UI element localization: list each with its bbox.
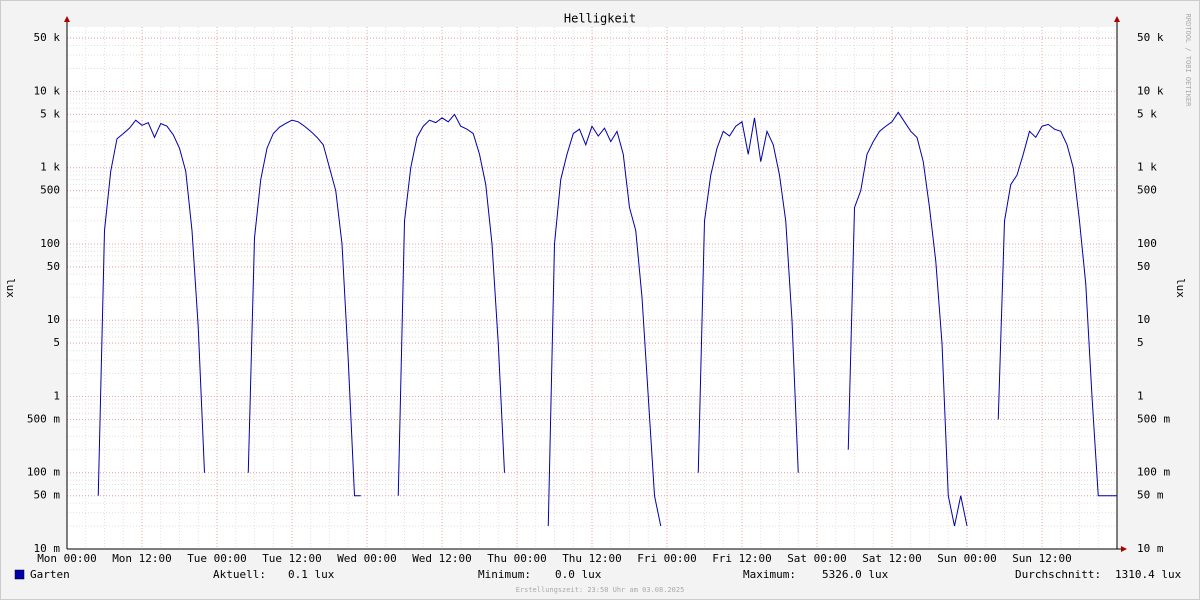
y-tick-label: 5 k [40,107,60,120]
y2-tick-label: 10 [1137,313,1150,326]
y-tick-label: 500 m [27,412,60,425]
y2-axis-label: lux [1174,278,1187,298]
x-tick-label: Sun 00:00 [937,552,997,565]
axis-arrow [1121,546,1127,552]
y2-tick-label: 50 k [1137,31,1164,44]
x-tick-label: Mon 00:00 [37,552,97,565]
x-tick-label: Sat 00:00 [787,552,847,565]
x-tick-label: Thu 12:00 [562,552,622,565]
y-tick-label: 50 m [34,489,61,502]
legend-label: Garten [30,568,70,581]
chart-title: Helligkeit [564,12,636,26]
stat-label: Maximum: [743,568,796,581]
y2-tick-label: 1 [1137,389,1144,402]
x-tick-label: Wed 00:00 [337,552,397,565]
x-tick-label: Wed 12:00 [412,552,472,565]
footer: Erstellungszeit: 23:58 Uhr am 03.08.2025 [516,586,685,594]
y-tick-label: 100 [40,237,60,250]
y-tick-label: 10 m [34,542,61,555]
x-tick-label: Tue 00:00 [187,552,247,565]
y2-tick-label: 10 m [1137,542,1164,555]
y-tick-label: 100 m [27,466,60,479]
stat-value: 0.1 lux [288,568,335,581]
x-tick-label: Fri 12:00 [712,552,772,565]
data-line [97,111,1117,527]
y2-tick-label: 5 [1137,336,1144,349]
x-tick-label: Thu 00:00 [487,552,547,565]
y-tick-label: 5 [53,336,60,349]
y-tick-label: 1 [53,389,60,402]
legend-swatch [14,569,25,580]
x-tick-label: Sat 12:00 [862,552,922,565]
watermark: RRDTOOL / TOBI OETIKER [1184,14,1192,108]
stat-value: 5326.0 lux [822,568,889,581]
y-tick-label: 1 k [40,161,60,174]
x-tick-label: Fri 00:00 [637,552,697,565]
stat-value: 1310.4 lux [1115,568,1182,581]
stat-label: Minimum: [478,568,531,581]
y2-tick-label: 500 [1137,184,1157,197]
y2-tick-label: 100 [1137,237,1157,250]
x-tick-label: Mon 12:00 [112,552,172,565]
axis-arrow [1114,16,1120,22]
y2-tick-label: 50 m [1137,489,1164,502]
y2-tick-label: 500 m [1137,412,1170,425]
y2-tick-label: 100 m [1137,466,1170,479]
y-axis-label: lux [4,278,17,298]
x-tick-label: Sun 12:00 [1012,552,1072,565]
axis-arrow [64,16,70,22]
stat-value: 0.0 lux [555,568,602,581]
y2-tick-label: 5 k [1137,107,1157,120]
y-tick-label: 50 k [34,31,61,44]
y2-tick-label: 1 k [1137,161,1157,174]
y-tick-label: 10 [47,313,60,326]
y-tick-label: 500 [40,184,60,197]
stat-label: Durchschnitt: [1015,568,1101,581]
y2-tick-label: 10 k [1137,84,1164,97]
y-tick-label: 10 k [34,84,61,97]
stat-label: Aktuell: [213,568,266,581]
x-tick-label: Tue 12:00 [262,552,322,565]
y-tick-label: 50 [47,260,60,273]
y2-tick-label: 50 [1137,260,1150,273]
